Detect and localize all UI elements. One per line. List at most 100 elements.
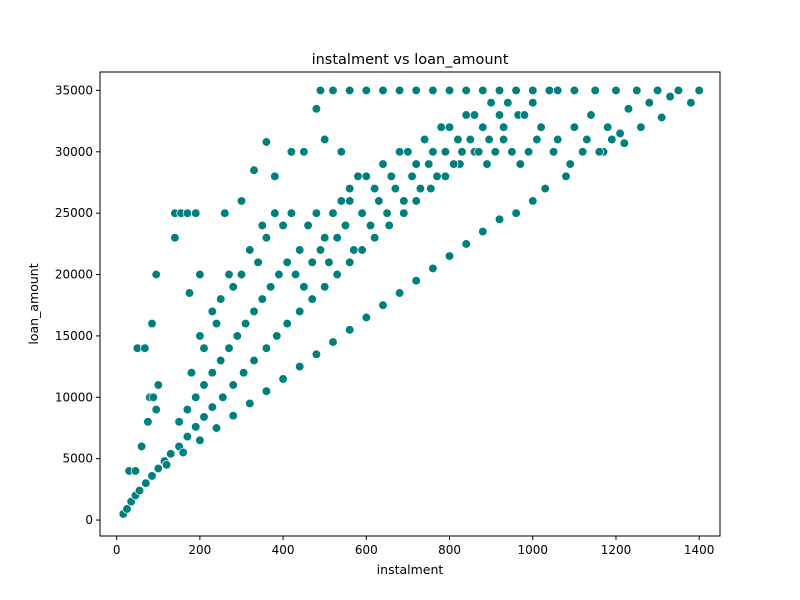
y-tick-label: 15000 (55, 329, 93, 343)
data-point (332, 269, 342, 280)
data-point (216, 355, 226, 366)
data-point (320, 282, 330, 292)
data-point (295, 361, 305, 372)
data-point (486, 98, 496, 108)
x-tick-label: 1200 (601, 543, 632, 557)
data-point (278, 374, 288, 384)
y-tick-label: 30000 (55, 145, 93, 159)
data-point (361, 85, 371, 96)
data-point (636, 122, 646, 132)
data-point (311, 208, 322, 218)
data-point (153, 380, 163, 390)
data-point (494, 214, 505, 224)
x-axis-label: instalment (377, 562, 444, 577)
data-point (378, 159, 388, 169)
data-point (607, 134, 617, 145)
data-point (528, 85, 538, 96)
data-point (136, 441, 147, 452)
data-point (365, 220, 376, 231)
data-point (478, 226, 488, 237)
data-point (228, 380, 238, 390)
data-point (361, 171, 371, 181)
data-point (586, 110, 596, 120)
data-point (153, 463, 163, 474)
data-point (336, 147, 346, 157)
data-point (295, 245, 305, 255)
data-point (224, 269, 234, 280)
data-point (245, 398, 255, 409)
data-point (440, 171, 451, 181)
data-point (353, 171, 363, 181)
data-point (444, 85, 455, 96)
data-point (536, 122, 546, 132)
data-point (511, 85, 521, 96)
data-point (444, 251, 455, 261)
data-point (174, 417, 184, 427)
data-point (307, 294, 317, 304)
data-point (440, 147, 451, 157)
data-point (320, 134, 330, 145)
data-point (449, 159, 459, 169)
data-point (540, 183, 550, 194)
data-point (553, 134, 563, 145)
x-tick-label: 200 (188, 543, 211, 557)
data-point (390, 183, 401, 194)
data-point (415, 183, 426, 194)
data-point (369, 233, 380, 243)
data-point (569, 122, 580, 132)
data-point (211, 423, 222, 433)
data-point (428, 147, 438, 157)
data-point (178, 447, 188, 458)
data-point (465, 134, 475, 145)
data-point (507, 147, 517, 157)
x-tick-label: 600 (355, 543, 378, 557)
data-point (218, 392, 228, 402)
data-point (426, 183, 436, 194)
data-point (386, 171, 396, 181)
data-point (411, 196, 421, 206)
data-point (315, 245, 326, 255)
data-point (498, 134, 509, 145)
x-tick-label: 400 (272, 543, 295, 557)
data-point (195, 435, 205, 445)
data-point (394, 288, 405, 298)
data-point (307, 257, 317, 267)
data-point (272, 331, 282, 341)
data-point (478, 85, 488, 96)
data-point (236, 269, 247, 280)
data-point (199, 343, 209, 353)
data-point (694, 85, 704, 96)
data-point (265, 282, 276, 292)
data-point (403, 147, 413, 157)
y-tick-label: 0 (85, 513, 93, 527)
data-point (361, 312, 371, 323)
y-tick-label: 20000 (55, 268, 93, 282)
data-point (394, 147, 405, 157)
data-point (461, 239, 471, 249)
data-point (253, 257, 263, 267)
data-point (515, 159, 525, 169)
data-point (603, 122, 613, 132)
data-point (141, 478, 151, 488)
data-point (340, 220, 351, 231)
x-axis-ticks: 0 200 400 600 800 1000 1200 1400 (113, 536, 714, 557)
data-point (282, 257, 292, 267)
data-point (182, 208, 193, 218)
data-point (548, 147, 559, 157)
data-point (519, 110, 530, 120)
data-point (615, 128, 625, 139)
data-point (320, 233, 330, 243)
data-point (394, 85, 405, 96)
data-point (490, 147, 500, 157)
data-point (324, 257, 334, 267)
data-point (528, 196, 538, 206)
data-point (240, 318, 251, 329)
y-tick-label: 5000 (62, 452, 93, 466)
y-axis-ticks: 0 5000 10000 15000 20000 25000 30000 35000 (55, 83, 100, 527)
data-point (261, 137, 272, 147)
data-point (299, 147, 309, 157)
data-point (590, 85, 600, 96)
y-tick-label: 10000 (55, 390, 93, 404)
data-point (399, 208, 409, 218)
data-point (457, 147, 467, 157)
